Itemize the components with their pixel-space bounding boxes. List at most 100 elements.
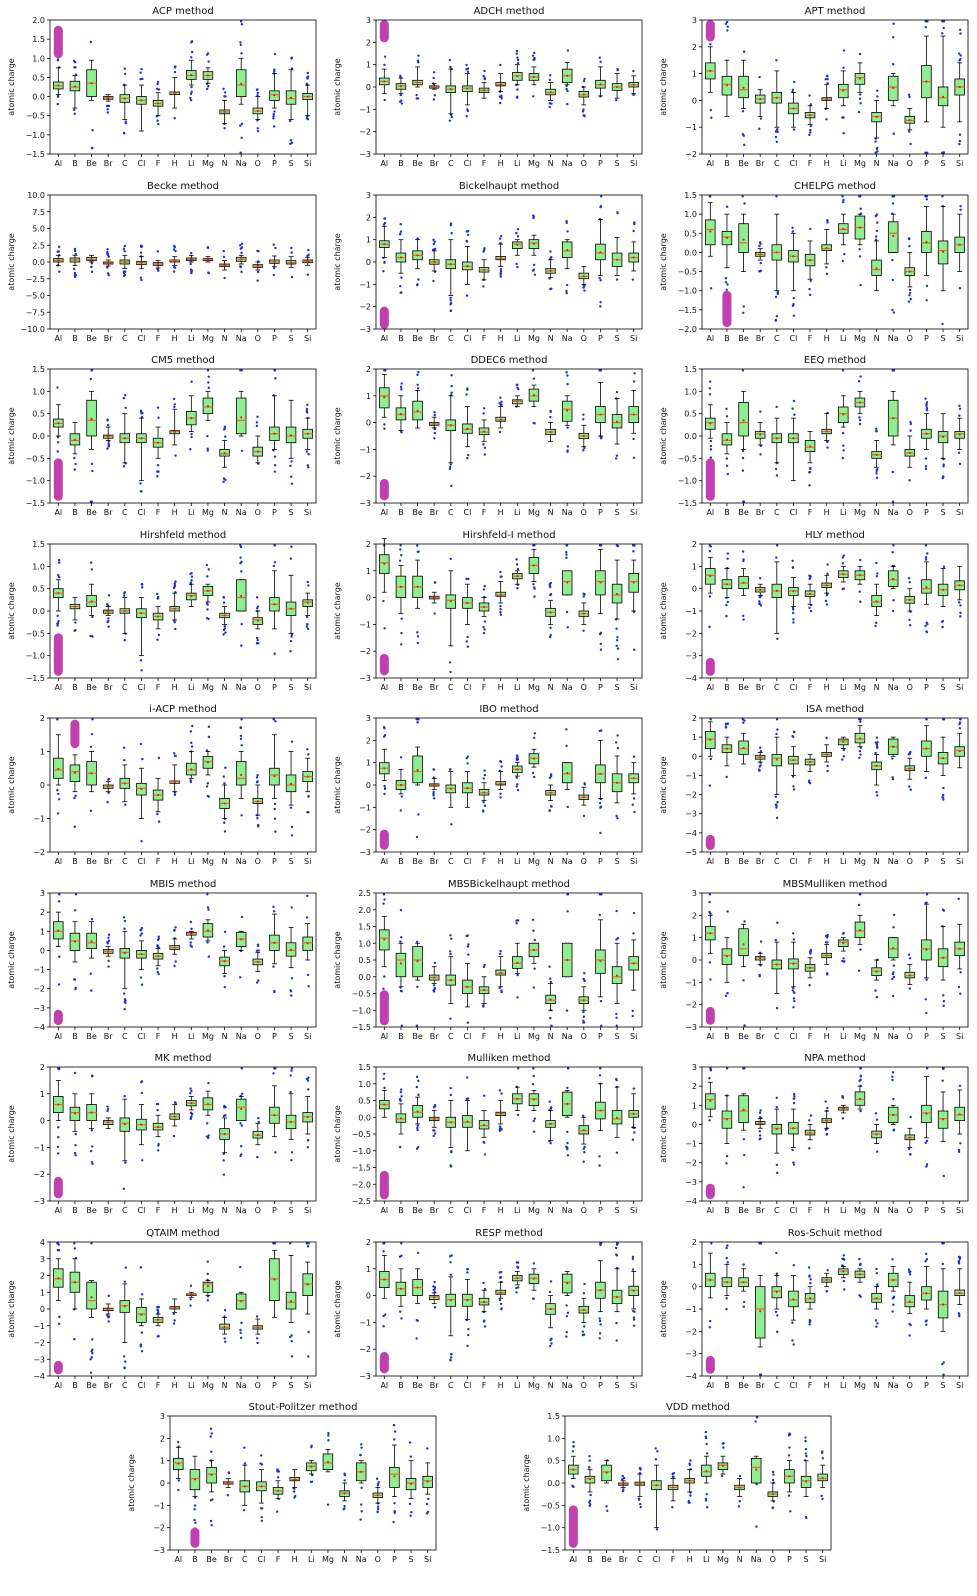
box-be [412,371,423,429]
outlier-point [449,221,453,225]
box-br [428,411,440,440]
mean-marker [941,435,945,438]
outlier-point [482,965,486,968]
outlier-point [400,275,403,279]
mean-marker [73,438,77,441]
outlier-point [89,560,93,564]
x-tick-label: Na [236,1206,247,1215]
mean-marker [306,432,309,435]
outlier-point [632,797,636,800]
outlier-point [842,132,845,135]
outlier-point [56,621,60,624]
mean-marker [306,95,309,98]
mean-marker [273,432,276,435]
outlier-point [174,754,177,758]
x-tick-label: Li [840,1032,847,1041]
outlier-point [106,800,109,804]
box-c [119,67,131,135]
outlier-point [140,931,144,935]
outlier-point [875,995,879,998]
outlier-point [776,728,779,731]
mean-marker [466,264,469,267]
plot-frame [49,717,317,853]
outlier-point [908,130,911,133]
outlier-point [483,446,487,449]
outlier-point [776,290,779,293]
outlier-point [549,415,552,419]
outlier-point [958,139,962,143]
outlier-point [141,411,144,414]
mean-marker [482,791,486,794]
y-tick-label: −2.0 [678,325,697,334]
mean-marker [792,962,795,965]
mean-marker [842,227,845,230]
x-tick-label: Cl [790,334,798,343]
outlier-point [793,80,796,84]
outlier-point [107,933,111,936]
outlier-point [925,892,929,896]
outlier-point [566,89,569,93]
mean-marker [416,769,419,772]
mean-marker [958,433,961,436]
outlier-point [724,22,728,26]
mean-marker [792,254,795,257]
outlier-point [499,604,502,607]
box-li [186,724,197,784]
box-mg [202,52,214,91]
outlier-point [791,225,794,229]
outlier-point [941,793,945,797]
x-tick-label: O [255,857,261,866]
box-f [804,948,816,986]
outlier-point [433,411,436,414]
box-b [721,205,733,291]
outlier-point [189,572,192,575]
x-tick-label: Na [562,508,573,517]
mean-marker [433,596,436,599]
y-tick-label: 1.5 [684,191,697,200]
box-p [269,369,280,473]
x-tick-label: Li [188,1206,195,1215]
outlier-point [500,97,503,100]
y-tick-label: 0 [692,96,697,105]
mean-marker [516,768,519,771]
outlier-point [257,249,260,252]
box-li [512,754,523,792]
outlier-point [792,128,796,131]
outlier-point [483,627,486,631]
outlier-point [273,68,276,71]
box-be [86,718,97,813]
x-tick-label: Br [430,334,439,343]
y-tick-label: 1 [692,733,697,742]
box-si [302,71,313,121]
outlier-point [891,609,895,612]
outlier-point [908,986,911,990]
chart-title: IBO method [479,704,538,715]
y-tick-label: 3 [40,889,45,898]
mean-marker [173,259,176,262]
outlier-point [581,110,585,113]
mean-marker [549,430,552,434]
x-tick-label: C [774,1032,780,1041]
x-tick-label: N [874,1032,880,1041]
mean-marker [892,946,895,949]
outlier-point [616,657,620,660]
outlier-point [924,543,928,547]
outlier-point [792,785,795,788]
outlier-point [450,374,453,377]
outlier-point [240,915,244,918]
outlier-point [433,611,436,615]
x-tick-label: B [72,857,78,866]
outlier-point [465,393,468,396]
box-n [219,249,230,279]
outlier-point [942,999,946,1002]
outlier-point [174,65,177,68]
y-tick-label: 0.0 [684,432,697,441]
outlier-point [565,744,568,748]
outlier-point [942,798,945,801]
plot-frame [701,19,969,155]
mean-marker [256,800,259,803]
outlier-point [724,994,728,997]
mean-marker [416,959,419,962]
box-s [285,246,297,278]
outlier-point [924,997,927,1000]
